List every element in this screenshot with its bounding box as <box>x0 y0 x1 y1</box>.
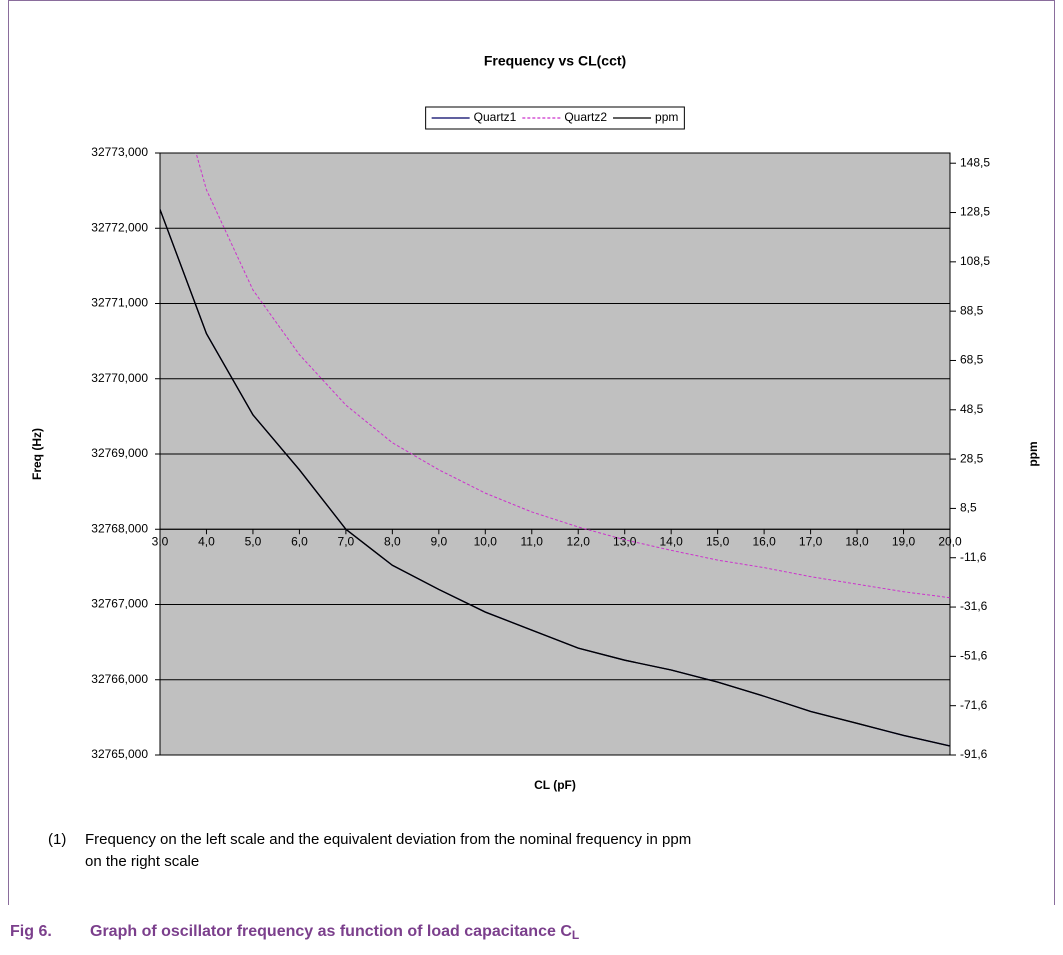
y2-tick-label: -71,6 <box>960 698 988 712</box>
note-text: on the right scale <box>85 853 199 870</box>
y-tick-label: 32769,000 <box>91 446 148 460</box>
figure-frame <box>8 0 1055 905</box>
legend-label: ppm <box>655 110 678 124</box>
legend: Quartz1 Quartz2 ppm <box>425 106 685 130</box>
caption-text: Graph of oscillator frequency as functio… <box>90 923 579 942</box>
series-line <box>160 209 950 747</box>
y2-tick-label: 88,5 <box>960 303 984 317</box>
y-tick-label: 32772,000 <box>91 220 148 234</box>
y2-tick-label: 28,5 <box>960 451 984 465</box>
x-tick-label: 19,0 <box>892 534 916 548</box>
series-group <box>160 153 950 747</box>
y2-tick-label: -91,6 <box>960 747 988 761</box>
y-tick-label: 32773,000 <box>91 145 148 159</box>
legend-label: Quartz2 <box>564 110 607 124</box>
y2-axis-label: ppm <box>1026 441 1040 466</box>
y2-tick-label: 68,5 <box>960 353 984 367</box>
y-tick-label: 32771,000 <box>91 296 148 310</box>
y-tick-label: 32768,000 <box>91 521 148 535</box>
y2-tick-label: 8,5 <box>960 501 977 515</box>
x-tick-label: 6,0 <box>291 534 308 548</box>
x-tick-label: 3,0 <box>152 534 169 548</box>
legend-label: Quartz1 <box>474 110 517 124</box>
y-tick-label: 32770,000 <box>91 371 148 385</box>
x-tick-label: 20,0 <box>938 534 962 548</box>
y2-tick-label: -31,6 <box>960 599 988 613</box>
x-tick-label: 12,0 <box>567 534 591 548</box>
x-axis-label: CL (pF) <box>534 778 576 792</box>
x-tick-label: 5,0 <box>245 534 262 548</box>
y2-tick-label: 108,5 <box>960 254 990 268</box>
note-marker: (1) <box>48 831 66 848</box>
note-text: Frequency on the left scale and the equi… <box>85 831 691 848</box>
x-tick-label: 15,0 <box>706 534 730 548</box>
x-tick-label: 16,0 <box>752 534 776 548</box>
y-tick-label: 32766,000 <box>91 672 148 686</box>
y-tick-label: 32765,000 <box>91 747 148 761</box>
chart-title: Frequency vs CL(cct) <box>484 53 626 69</box>
x-tick-label: 18,0 <box>845 534 869 548</box>
series-line <box>195 153 950 599</box>
y2-tick-label: -51,6 <box>960 649 988 663</box>
x-tick-label: 11,0 <box>521 534 544 548</box>
caption-subscript: L <box>572 928 579 942</box>
y2-tick-label: 128,5 <box>960 205 990 219</box>
x-tick-label: 9,0 <box>430 534 447 548</box>
x-tick-label: 14,0 <box>659 534 683 548</box>
caption-label: Fig 6. <box>10 923 52 940</box>
x-tick-label: 17,0 <box>799 534 823 548</box>
y-tick-label: 32767,000 <box>91 597 148 611</box>
y2-tick-label: 48,5 <box>960 402 984 416</box>
x-tick-label: 7,0 <box>338 534 355 548</box>
y-axis-label: Freq (Hz) <box>30 428 44 480</box>
y2-tick-label: 148,5 <box>960 155 990 169</box>
caption-main: Graph of oscillator frequency as functio… <box>90 923 572 940</box>
y2-tick-label: -11,6 <box>960 550 987 564</box>
x-tick-label: 10,0 <box>474 534 498 548</box>
x-tick-label: 8,0 <box>384 534 401 548</box>
x-tick-label: 4,0 <box>198 534 215 548</box>
